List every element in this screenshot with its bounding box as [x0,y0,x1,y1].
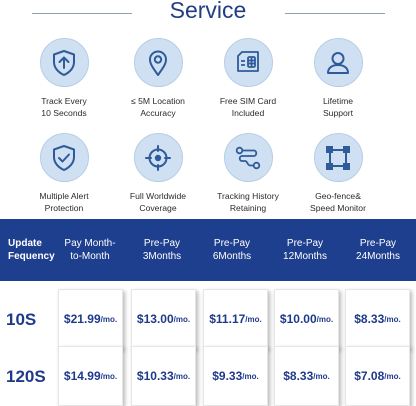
page-title: Service [169,0,247,23]
frequency-label: 120S [6,367,46,386]
check-shield-icon [53,144,75,171]
person-icon [327,51,349,74]
price-cell: $10.00/mo. [274,289,339,349]
feature-label: Tracking History Retaining [217,191,279,213]
price-cell: $9.33/mo. [203,346,268,406]
title-divider-right [285,13,385,14]
price-cell: $14.99/mo. [58,346,123,406]
title-area: Service [0,0,416,28]
geofence-icon [326,145,350,170]
feature-label: Free SIM Card Included [219,96,277,118]
arrow-shield-icon [53,49,75,76]
feature-tracking-history: Tracking History Retaining [196,133,300,214]
feature-lifetime-support: Lifetime Support [286,38,390,119]
header-prepay-12-months: Pre-Pay 12Months [283,238,327,262]
feature-track-every: Track Every 10 Seconds [12,38,116,119]
pricing-header: Update Fequency Pay Month- to-Month Pre-… [0,219,416,281]
feature-location-accuracy: ≤ 5M Location Accuracy [106,38,210,119]
feature-label: Lifetime Support [322,96,354,118]
location-pin-icon [149,50,167,76]
route-icon [235,146,261,169]
feature-label: Full Worldwide Coverage [129,191,187,213]
header-prepay-3-months: Pre-Pay 3Months [142,238,182,262]
price-cell: $13.00/mo. [131,289,196,349]
frequency-label: 10S [6,310,37,329]
feature-label: Geo-fence& Speed Monitor [310,191,366,213]
price-cell: $7.08/mo. [345,346,410,406]
title-divider-left [32,13,132,14]
feature-geofence-speed: Geo-fence& Speed Monitor [286,133,390,214]
sim-card-icon [237,50,259,72]
header-month-to-month: Pay Month- to-Month [64,238,116,262]
price-cell: $10.33/mo. [131,346,196,406]
feature-worldwide-coverage: Full Worldwide Coverage [106,133,210,214]
crosshair-icon [145,144,171,171]
header-prepay-6-months: Pre-Pay 6Months [212,238,252,262]
price-cell: $8.33/mo. [274,346,339,406]
price-cell: $8.33/mo. [345,289,410,349]
header-update-frequency: Update Fequency [8,238,55,262]
header-prepay-24-months: Pre-Pay 24Months [356,238,400,262]
feature-multiple-alert: Multiple Alert Protection [12,133,116,214]
price-cell: $21.99/mo. [58,289,123,349]
price-cell: $11.17/mo. [203,289,268,349]
feature-free-sim: Free SIM Card Included [196,38,300,119]
feature-label: Track Every 10 Seconds [41,96,87,118]
feature-label: ≤ 5M Location Accuracy [131,96,185,118]
feature-label: Multiple Alert Protection [39,191,89,213]
